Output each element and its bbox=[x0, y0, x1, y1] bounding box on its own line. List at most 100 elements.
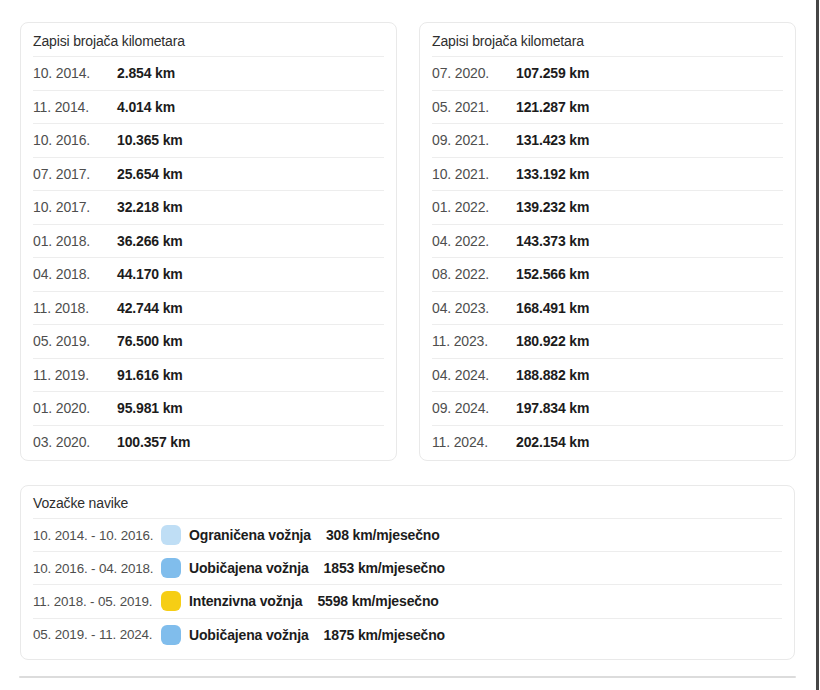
odometer-row: 01. 2018.36.266 km bbox=[33, 224, 384, 258]
habit-color-swatch-icon bbox=[161, 625, 181, 645]
habit-period: 05. 2019. - 11. 2024. bbox=[33, 627, 161, 642]
habit-km-per-month: 5598 km/mjesečno bbox=[317, 593, 438, 609]
odometer-row: 11. 2014.4.014 km bbox=[33, 90, 384, 124]
habit-row: 10. 2014. - 10. 2016. Ograničena vožnja 30… bbox=[33, 518, 782, 551]
record-km: 180.922 km bbox=[516, 333, 589, 349]
record-km: 2.854 km bbox=[117, 65, 175, 81]
record-km: 4.014 km bbox=[117, 99, 175, 115]
odometer-cards-row: Zapisi brojača kilometara 10. 2014.2.854… bbox=[20, 22, 796, 461]
habit-label: Uobičajena vožnja bbox=[189, 560, 309, 576]
odometer-row: 04. 2018.44.170 km bbox=[33, 257, 384, 291]
odometer-row: 09. 2021.131.423 km bbox=[432, 123, 783, 157]
card-title: Zapisi brojača kilometara bbox=[432, 23, 783, 56]
record-date: 04. 2024. bbox=[432, 367, 516, 383]
record-date: 05. 2021. bbox=[432, 99, 516, 115]
odometer-row: 07. 2020.107.259 km bbox=[432, 56, 783, 90]
odometer-row: 08. 2022.152.566 km bbox=[432, 257, 783, 291]
odometer-card-2: Zapisi brojača kilometara 07. 2020.107.2… bbox=[419, 22, 796, 461]
record-date: 05. 2019. bbox=[33, 333, 117, 349]
record-km: 131.423 km bbox=[516, 132, 589, 148]
record-date: 11. 2018. bbox=[33, 300, 117, 316]
card-title: Zapisi brojača kilometara bbox=[33, 23, 384, 56]
record-km: 10.365 km bbox=[117, 132, 183, 148]
record-date: 09. 2021. bbox=[432, 132, 516, 148]
record-km: 36.266 km bbox=[117, 233, 183, 249]
habit-period: 10. 2016. - 04. 2018. bbox=[33, 561, 161, 576]
record-date: 10. 2021. bbox=[432, 166, 516, 182]
record-km: 202.154 km bbox=[516, 434, 589, 450]
record-date: 04. 2023. bbox=[432, 300, 516, 316]
odometer-row: 11. 2018.42.744 km bbox=[33, 291, 384, 325]
habit-color-swatch-icon bbox=[161, 558, 181, 578]
record-date: 08. 2022. bbox=[432, 266, 516, 282]
record-km: 32.218 km bbox=[117, 199, 183, 215]
odometer-row: 09. 2024.197.834 km bbox=[432, 391, 783, 425]
record-km: 42.744 km bbox=[117, 300, 183, 316]
habit-row: 11. 2018. - 05. 2019. Intenzivna vožnja 55… bbox=[33, 584, 782, 617]
record-date: 03. 2020. bbox=[33, 434, 117, 450]
odometer-row: 11. 2024.202.154 km bbox=[432, 425, 783, 459]
habit-color-swatch-icon bbox=[161, 525, 181, 545]
habit-period: 10. 2014. - 10. 2016. bbox=[33, 528, 161, 543]
record-km: 100.357 km bbox=[117, 434, 190, 450]
record-km: 152.566 km bbox=[516, 266, 589, 282]
record-km: 44.170 km bbox=[117, 266, 183, 282]
record-km: 143.373 km bbox=[516, 233, 589, 249]
record-km: 168.491 km bbox=[516, 300, 589, 316]
record-date: 07. 2017. bbox=[33, 166, 117, 182]
driving-habits-card: Vozačke navike 10. 2014. - 10. 2016.Ogra… bbox=[20, 485, 795, 660]
habit-period: 11. 2018. - 05. 2019. bbox=[33, 594, 161, 609]
record-date: 01. 2018. bbox=[33, 233, 117, 249]
odometer-row: 11. 2023.180.922 km bbox=[432, 324, 783, 358]
habit-label: Intenzivna vožnja bbox=[189, 593, 302, 609]
record-km: 121.287 km bbox=[516, 99, 589, 115]
record-date: 11. 2014. bbox=[33, 99, 117, 115]
habit-row: 05. 2019. - 11. 2024. Uobičajena vožnja 18… bbox=[33, 618, 782, 651]
habit-km-per-month: 1875 km/mjesečno bbox=[324, 627, 445, 643]
record-date: 01. 2020. bbox=[33, 400, 117, 416]
record-km: 133.192 km bbox=[516, 166, 589, 182]
habit-rows: 10. 2014. - 10. 2016. Ograničena vožnja 30… bbox=[33, 518, 782, 651]
odometer-row: 10. 2021.133.192 km bbox=[432, 157, 783, 191]
record-date: 04. 2018. bbox=[33, 266, 117, 282]
record-date: 11. 2024. bbox=[432, 434, 516, 450]
odometer-row: 01. 2020.95.981 km bbox=[33, 391, 384, 425]
window-right-edge bbox=[816, 0, 819, 690]
odometer-rows: 07. 2020.107.259 km05. 2021.121.287 km09… bbox=[432, 56, 783, 458]
record-km: 95.981 km bbox=[117, 400, 183, 416]
habit-km-per-month: 308 km/mjesečno bbox=[326, 527, 440, 543]
record-km: 107.259 km bbox=[516, 65, 589, 81]
record-date: 04. 2022. bbox=[432, 233, 516, 249]
record-date: 10. 2016. bbox=[33, 132, 117, 148]
odometer-row: 01. 2022.139.232 km bbox=[432, 190, 783, 224]
odometer-row: 04. 2022.143.373 km bbox=[432, 224, 783, 258]
record-km: 139.232 km bbox=[516, 199, 589, 215]
record-date: 01. 2022. bbox=[432, 199, 516, 215]
odometer-row: 05. 2021.121.287 km bbox=[432, 90, 783, 124]
habit-color-swatch-icon bbox=[161, 591, 181, 611]
record-km: 188.882 km bbox=[516, 367, 589, 383]
odometer-row: 05. 2019.76.500 km bbox=[33, 324, 384, 358]
record-date: 11. 2023. bbox=[432, 333, 516, 349]
habit-label: Uobičajena vožnja bbox=[189, 627, 309, 643]
habit-km-per-month: 1853 km/mjesečno bbox=[324, 560, 445, 576]
odometer-row: 10. 2016.10.365 km bbox=[33, 123, 384, 157]
odometer-row: 10. 2017.32.218 km bbox=[33, 190, 384, 224]
record-date: 09. 2024. bbox=[432, 400, 516, 416]
record-km: 91.616 km bbox=[117, 367, 183, 383]
record-date: 11. 2019. bbox=[33, 367, 117, 383]
odometer-rows: 10. 2014.2.854 km11. 2014.4.014 km10. 20… bbox=[33, 56, 384, 458]
record-date: 10. 2017. bbox=[33, 199, 117, 215]
odometer-row: 04. 2023.168.491 km bbox=[432, 291, 783, 325]
record-date: 10. 2014. bbox=[33, 65, 117, 81]
record-km: 25.654 km bbox=[117, 166, 183, 182]
odometer-row: 03. 2020.100.357 km bbox=[33, 425, 384, 459]
record-date: 07. 2020. bbox=[432, 65, 516, 81]
odometer-card-1: Zapisi brojača kilometara 10. 2014.2.854… bbox=[20, 22, 397, 461]
record-km: 197.834 km bbox=[516, 400, 589, 416]
record-km: 76.500 km bbox=[117, 333, 183, 349]
habit-label: Ograničena vožnja bbox=[189, 527, 311, 543]
odometer-row: 11. 2019.91.616 km bbox=[33, 358, 384, 392]
odometer-row: 07. 2017.25.654 km bbox=[33, 157, 384, 191]
habit-row: 10. 2016. - 04. 2018. Uobičajena vožnja 18… bbox=[33, 551, 782, 584]
